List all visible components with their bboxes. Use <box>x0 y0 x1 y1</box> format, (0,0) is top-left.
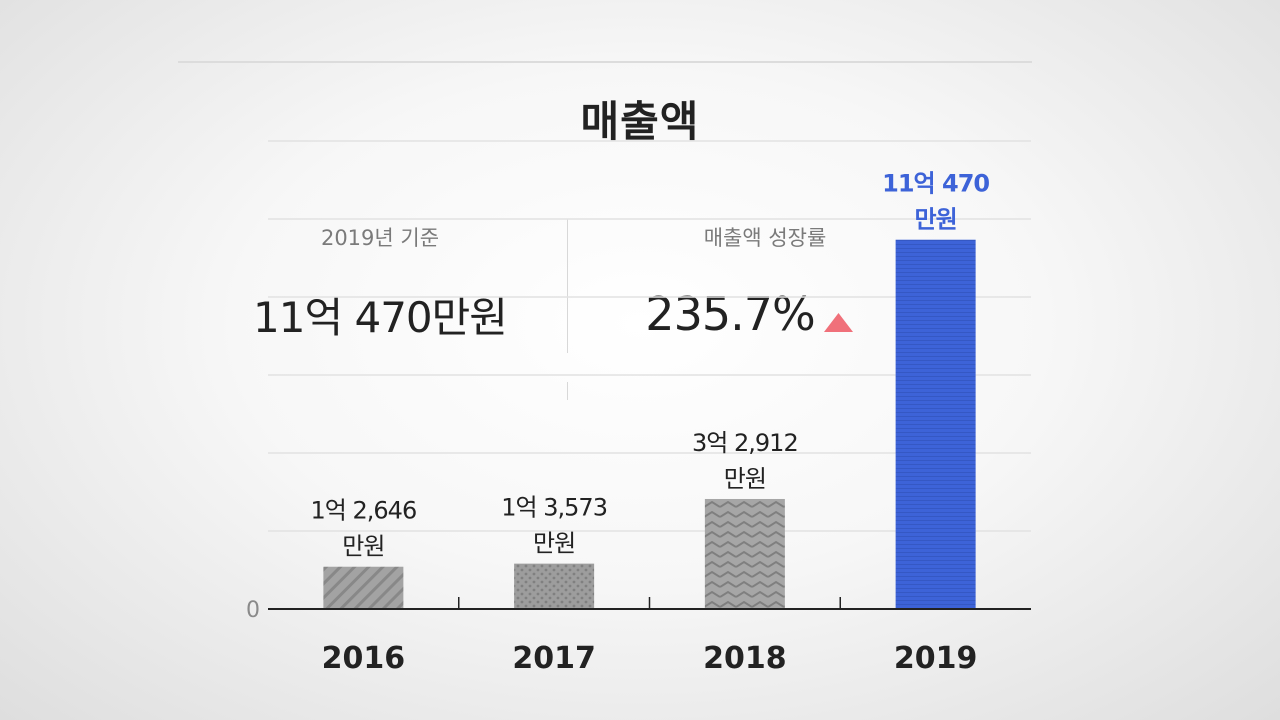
value-label-2019: 만원 <box>915 206 957 234</box>
value-label-2019: 11억 470 <box>882 170 989 198</box>
x-axis: 2016 2017 2018 2019 0 <box>246 597 1031 676</box>
top-rule <box>178 61 1032 63</box>
stat-divider-lower <box>567 382 568 400</box>
base-year-value: 11억 470만원 <box>253 293 508 342</box>
bar-2016 <box>323 566 404 609</box>
stat-divider <box>567 219 568 353</box>
bar-2018 <box>704 498 785 609</box>
growth-rate-value: 235.7% <box>645 287 815 341</box>
value-label-2017: 1억 3,573 <box>501 494 607 522</box>
value-labels: 1억 2,646 만원 1억 3,573 만원 3억 2,912 만원 11억 470 만원 <box>311 170 991 561</box>
base-year-label: 2019년 기준 <box>320 226 440 250</box>
chart-title: 매출액 <box>580 97 700 146</box>
growth-rate-label: 매출액 성장률 <box>703 226 827 250</box>
value-label-2016: 1억 2,646 <box>311 497 417 525</box>
value-label-2018: 3억 2,912 <box>692 429 798 457</box>
value-label-2018: 만원 <box>724 465 766 493</box>
y-tick-label-zero: 0 <box>246 598 260 623</box>
value-label-2017: 만원 <box>533 530 575 558</box>
x-tick-label-2019: 2019 <box>894 641 978 676</box>
value-label-2016: 만원 <box>342 533 384 561</box>
x-tick-label-2018: 2018 <box>703 641 787 676</box>
x-tick-label-2016: 2016 <box>322 641 406 676</box>
bar-2017 <box>514 563 595 609</box>
x-tick-label-2017: 2017 <box>512 641 596 676</box>
bars <box>323 239 976 609</box>
bar-2019 <box>895 239 976 609</box>
growth-indicator <box>824 313 853 332</box>
grid-lines <box>268 140 1031 532</box>
growth-up-triangle-icon <box>824 313 853 332</box>
